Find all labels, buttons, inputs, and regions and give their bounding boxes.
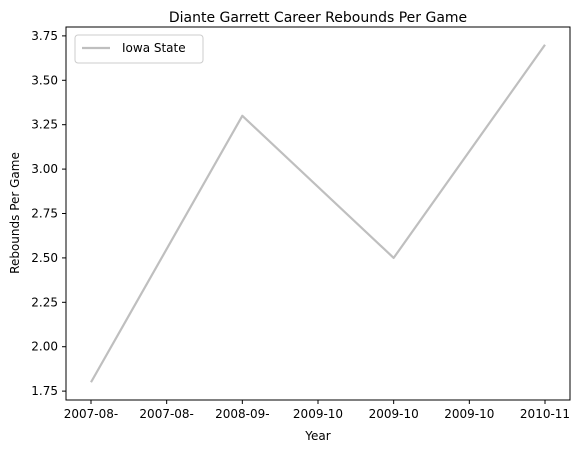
y-tick-label: 3.50 xyxy=(31,73,58,87)
y-tick-label: 2.00 xyxy=(31,340,58,354)
y-tick-label: 2.50 xyxy=(31,251,58,265)
legend-label-iowa-state: Iowa State xyxy=(122,41,186,55)
y-tick-label: 2.75 xyxy=(31,207,58,221)
y-tick-label: 3.00 xyxy=(31,162,58,176)
x-axis-ticks: 2007-08- 2007-08- 2008-09- 2009-10 2009-10 20… xyxy=(64,400,570,421)
legend-box xyxy=(74,34,204,64)
series-layer xyxy=(90,44,546,383)
y-tick-label: 1.75 xyxy=(31,384,58,398)
plot-frame xyxy=(65,26,571,401)
series-line-iowa-state xyxy=(90,44,546,383)
x-axis-label: Year xyxy=(304,429,330,443)
legend: Iowa State xyxy=(74,34,204,64)
x-tick-label: 2009-10 xyxy=(293,407,343,421)
y-tick-label: 2.25 xyxy=(31,295,58,309)
x-tick-label: 2007-08- xyxy=(139,407,193,421)
x-tick-label: 2009-10 xyxy=(369,407,419,421)
plot-area-border xyxy=(65,26,571,401)
x-tick-label: 2010-11 xyxy=(520,407,570,421)
y-tick-label: 3.25 xyxy=(31,118,58,132)
x-tick-label: 2009-10 xyxy=(444,407,494,421)
x-tick-label: 2008-09- xyxy=(215,407,269,421)
y-tick-label: 3.75 xyxy=(31,29,58,43)
y-axis-label: Rebounds Per Game xyxy=(8,152,22,274)
chart-title: Diante Garrett Career Rebounds Per Game xyxy=(169,10,467,26)
y-axis-ticks: 1.75 2.00 2.25 2.50 2.75 3.00 3.25 3.50 3.75 xyxy=(31,29,66,398)
x-tick-label: 2007-08- xyxy=(64,407,118,421)
